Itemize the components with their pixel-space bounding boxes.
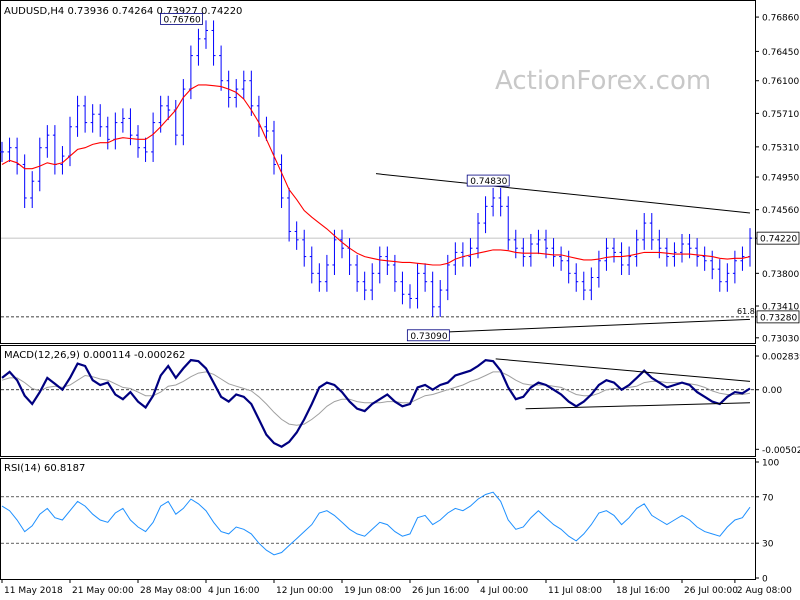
rsi-line	[1, 491, 751, 556]
x-tick-label: 11 Jul 08:00	[548, 586, 602, 596]
price-header: AUDUSD,H4 0.73936 0.74264 0.73927 0.7422…	[4, 6, 242, 17]
moving-average-line	[1, 84, 751, 266]
price-axis-tick-label: 0.73410	[762, 302, 799, 312]
current-price-label-box	[756, 231, 800, 245]
price-axis-tick-label: 0.75310	[762, 143, 799, 153]
macd-trendline	[525, 402, 751, 410]
fib-text: 61.8	[737, 307, 755, 316]
price-annotation-label: 0.73090	[410, 332, 447, 342]
x-tick-label: 19 Jun 08:00	[344, 586, 401, 596]
x-tick-label: 18 Jul 16:00	[616, 586, 670, 596]
price-axis-tick-label: 0.74560	[762, 206, 799, 216]
x-tick-label: 12 Jun 00:00	[276, 586, 333, 596]
macd-axis-tick-label: 0.002839	[762, 353, 800, 363]
price-axis-tick-label: 0.75710	[762, 110, 799, 120]
price-annotation-label: 0.74830	[470, 177, 507, 187]
rsi-axis-tick-label: 0	[762, 575, 768, 585]
rsi-layer: 100 70 30 0	[1, 459, 779, 585]
rsi-axis-tick-label: 70	[762, 493, 774, 503]
x-tick-label: 4 Jun 16:00	[208, 586, 260, 596]
price-trendline	[375, 173, 751, 214]
macd-axis-tick-label: 0.00	[762, 386, 782, 396]
fib-level-label-box	[756, 310, 800, 324]
x-tick-label: 2 Aug 08:00	[737, 586, 792, 596]
rsi-axis-tick-label: 30	[762, 540, 774, 550]
price-annotation-label: 0.76760	[164, 15, 201, 25]
macd-header: MACD(12,26,9) 0.000114 -0.000262	[4, 350, 185, 361]
price-axis-tick-label: 0.76450	[762, 48, 799, 58]
price-axis-tick-label: 0.76860	[762, 14, 799, 24]
price-annotation-box	[406, 329, 450, 342]
x-tick-label: 26 Jul 00:00	[684, 586, 738, 596]
price-axis-tick-label: 0.76100	[762, 77, 799, 87]
x-tick-label: 4 Jul 00:00	[480, 586, 529, 596]
x-tick-label: 26 Jun 16:00	[412, 586, 469, 596]
x-tick-label: 28 May 08:00	[140, 586, 202, 596]
rsi-axis-tick-label: 100	[762, 459, 779, 469]
price-axis-tick-label: 0.73030	[762, 334, 799, 344]
macd-line	[1, 358, 751, 448]
price-axis-tick-label: 0.74950	[762, 174, 799, 184]
price-trendline	[428, 318, 751, 334]
x-tick-label: 21 May 00:00	[72, 586, 134, 596]
price-layer: 0.76760 0.74830 0.73090 61.8 0.76860 0.76450 0…	[0, 13, 799, 344]
fib-level-label: 0.73280	[760, 313, 797, 323]
current-price-label: 0.74220	[760, 235, 797, 245]
rsi-panel-frame	[0, 458, 756, 580]
watermark: ActionForex.com	[495, 66, 711, 96]
macd-trendline	[495, 358, 751, 382]
price-axis-tick-label: 0.73800	[762, 270, 799, 280]
rsi-header: RSI(14) 60.8187	[4, 463, 85, 474]
price-panel-frame	[0, 0, 756, 344]
axis-layer: 11 May 2018 21 May 00:00 28 May 08:00 4 Jun…	[1, 579, 792, 596]
price-annotation-box	[466, 174, 510, 187]
price-annotation-box	[160, 13, 203, 25]
x-tick-label: 11 May 2018	[4, 586, 63, 596]
